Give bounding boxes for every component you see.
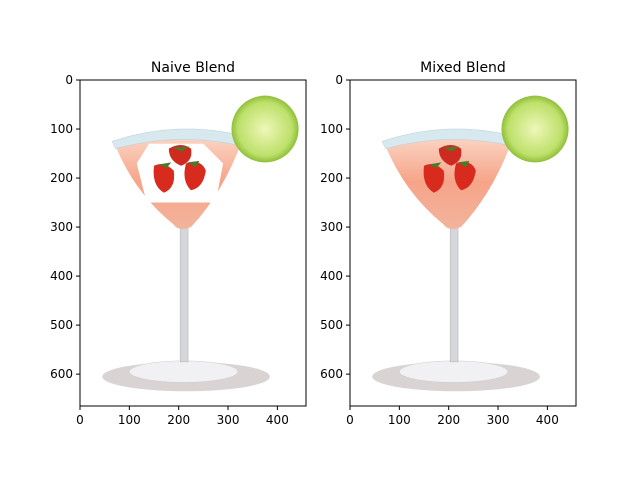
y-tick-label: 100 bbox=[320, 122, 343, 136]
y-tick-label: 600 bbox=[320, 367, 343, 381]
axes-title: Mixed Blend bbox=[420, 60, 506, 76]
axes-frame bbox=[79, 79, 307, 407]
x-tick-label: 0 bbox=[346, 413, 354, 427]
x-tick-label: 300 bbox=[217, 413, 240, 427]
y-tick-label: 0 bbox=[65, 73, 73, 87]
image-naive bbox=[101, 95, 299, 392]
image-mixed bbox=[371, 95, 569, 392]
x-tick-label: 400 bbox=[266, 413, 289, 427]
y-tick-label: 200 bbox=[50, 171, 73, 185]
y-tick-label: 400 bbox=[50, 269, 73, 283]
y-tick-label: 300 bbox=[50, 220, 73, 234]
x-tick-label: 0 bbox=[76, 413, 84, 427]
y-tick-label: 100 bbox=[50, 122, 73, 136]
y-tick-label: 500 bbox=[320, 318, 343, 332]
y-tick-label: 0 bbox=[335, 73, 343, 87]
y-tick-label: 400 bbox=[320, 269, 343, 283]
x-tick-label: 400 bbox=[536, 413, 559, 427]
x-tick-label: 100 bbox=[118, 413, 141, 427]
y-tick-label: 500 bbox=[50, 318, 73, 332]
y-tick-label: 200 bbox=[320, 171, 343, 185]
x-tick-label: 100 bbox=[388, 413, 411, 427]
axes-frame bbox=[349, 79, 577, 407]
x-tick-label: 300 bbox=[487, 413, 510, 427]
axes-title: Naive Blend bbox=[151, 60, 235, 76]
y-tick-label: 300 bbox=[320, 220, 343, 234]
y-tick-label: 600 bbox=[50, 367, 73, 381]
x-tick-label: 200 bbox=[437, 413, 460, 427]
x-tick-label: 200 bbox=[167, 413, 190, 427]
